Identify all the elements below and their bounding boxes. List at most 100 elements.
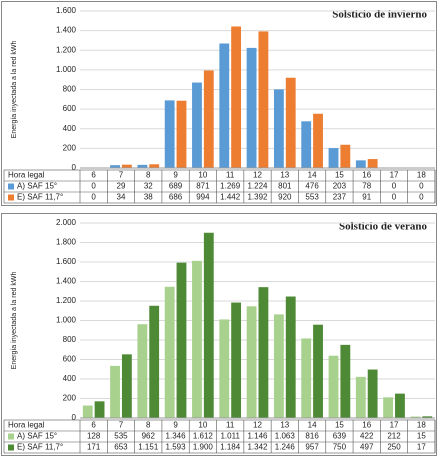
bar — [367, 369, 378, 418]
bar — [121, 354, 132, 418]
x-tick-label: 18 — [417, 171, 426, 180]
table-cell: 250 — [387, 443, 401, 452]
chart-title: Solsticio de verano — [339, 221, 427, 233]
x-tick-label: 14 — [308, 171, 317, 180]
y-tick-label: 800 — [63, 85, 77, 94]
bar — [383, 397, 394, 418]
bar — [340, 344, 351, 418]
x-tick-label: 10 — [198, 421, 207, 430]
x-tick-label: 16 — [362, 171, 371, 180]
table-cell: 0 — [419, 193, 424, 202]
table-cell: 1.346 — [166, 432, 187, 441]
table-cell: 750 — [333, 443, 347, 452]
table-cell: 801 — [278, 182, 292, 191]
bar — [355, 160, 366, 168]
table-cell: 871 — [196, 182, 210, 191]
x-tick-label: 12 — [253, 421, 262, 430]
bar — [94, 401, 105, 418]
table-cell: 1.146 — [247, 432, 268, 441]
table-cell: 1.269 — [220, 182, 241, 191]
table-cell: 0 — [392, 193, 397, 202]
legend-swatch — [8, 183, 14, 190]
x-tick-label: 8 — [146, 421, 151, 430]
bar — [285, 296, 296, 418]
table-cell: 91 — [362, 193, 371, 202]
x-tick-label: 15 — [335, 421, 344, 430]
x-tick-label: 13 — [280, 171, 289, 180]
bar — [273, 89, 284, 168]
y-axis-title: Energía inyectada a la red kWh — [11, 272, 18, 370]
table-cell: 639 — [333, 432, 347, 441]
bar — [219, 319, 230, 418]
table-cell: 1.063 — [275, 432, 296, 441]
table-cell: 128 — [87, 432, 101, 441]
bar — [137, 324, 148, 418]
y-tick-label: 1.000 — [56, 65, 77, 74]
bar — [219, 43, 230, 169]
table-cell: 689 — [169, 182, 183, 191]
table-cell: 476 — [305, 182, 319, 191]
y-tick-label: 400 — [63, 374, 77, 383]
table-cell: 497 — [360, 443, 374, 452]
y-tick-label: 1.400 — [56, 26, 77, 35]
table-cell: 686 — [169, 193, 183, 202]
legend-label: E) SAF 11,7° — [17, 443, 63, 452]
table-cell: 15 — [417, 432, 426, 441]
x-tick-label: 8 — [146, 171, 151, 180]
table-cell: 920 — [278, 193, 292, 202]
table-cell: 957 — [305, 443, 319, 452]
x-tick-label: 11 — [226, 421, 235, 430]
table-cell: 38 — [144, 193, 153, 202]
y-tick-label: 1.200 — [56, 296, 77, 305]
legend-label: A) SAF 15° — [17, 432, 57, 441]
table-cell: 17 — [417, 443, 426, 452]
x-tick-label: 6 — [91, 171, 96, 180]
bar — [273, 314, 284, 418]
y-tick-label: 0 — [72, 163, 77, 172]
table-cell: 535 — [114, 432, 128, 441]
bar — [192, 260, 202, 418]
table-cell: 237 — [333, 193, 347, 202]
bar — [410, 416, 421, 418]
y-tick-label: 2.000 — [56, 218, 77, 227]
legend-label: E) SAF 11,7° — [17, 193, 63, 202]
bar — [149, 164, 160, 168]
x-tick-label: 17 — [390, 421, 399, 430]
bar — [203, 70, 214, 168]
y-tick-label: 1.800 — [56, 238, 77, 247]
table-cell: 0 — [392, 182, 397, 191]
bar — [164, 100, 175, 168]
chart-frame — [1, 213, 437, 456]
x-tick-label: 12 — [253, 171, 262, 180]
table-cell: 34 — [117, 193, 126, 202]
x-tick-label: 9 — [173, 421, 178, 430]
bar — [192, 82, 202, 168]
bar — [258, 31, 269, 168]
bar — [355, 376, 366, 418]
x-tick-label: 7 — [119, 421, 124, 430]
y-tick-label: 1.600 — [56, 6, 77, 15]
bar — [340, 144, 351, 168]
table-cell: 171 — [87, 443, 101, 452]
x-tick-label: 15 — [335, 171, 344, 180]
table-cell: 994 — [196, 193, 210, 202]
y-tick-label: 1.200 — [56, 45, 77, 54]
table-cell: 1.224 — [247, 182, 268, 191]
table-cell: 653 — [114, 443, 128, 452]
table-cell: 32 — [144, 182, 153, 191]
table-cell: 553 — [305, 193, 319, 202]
table-cell: 29 — [117, 182, 126, 191]
y-tick-label: 600 — [63, 355, 77, 364]
x-tick-label: 10 — [198, 171, 207, 180]
table-cell: 1.900 — [193, 443, 214, 452]
x-tick-label: 9 — [173, 171, 178, 180]
bar — [110, 165, 120, 168]
x-tick-label: 7 — [119, 171, 124, 180]
bar — [328, 148, 339, 168]
bar — [246, 306, 257, 418]
bar — [149, 305, 160, 418]
bar — [176, 262, 187, 418]
y-tick-label: 1.400 — [56, 277, 77, 286]
table-cell: 1.442 — [220, 193, 241, 202]
bar — [422, 416, 433, 418]
